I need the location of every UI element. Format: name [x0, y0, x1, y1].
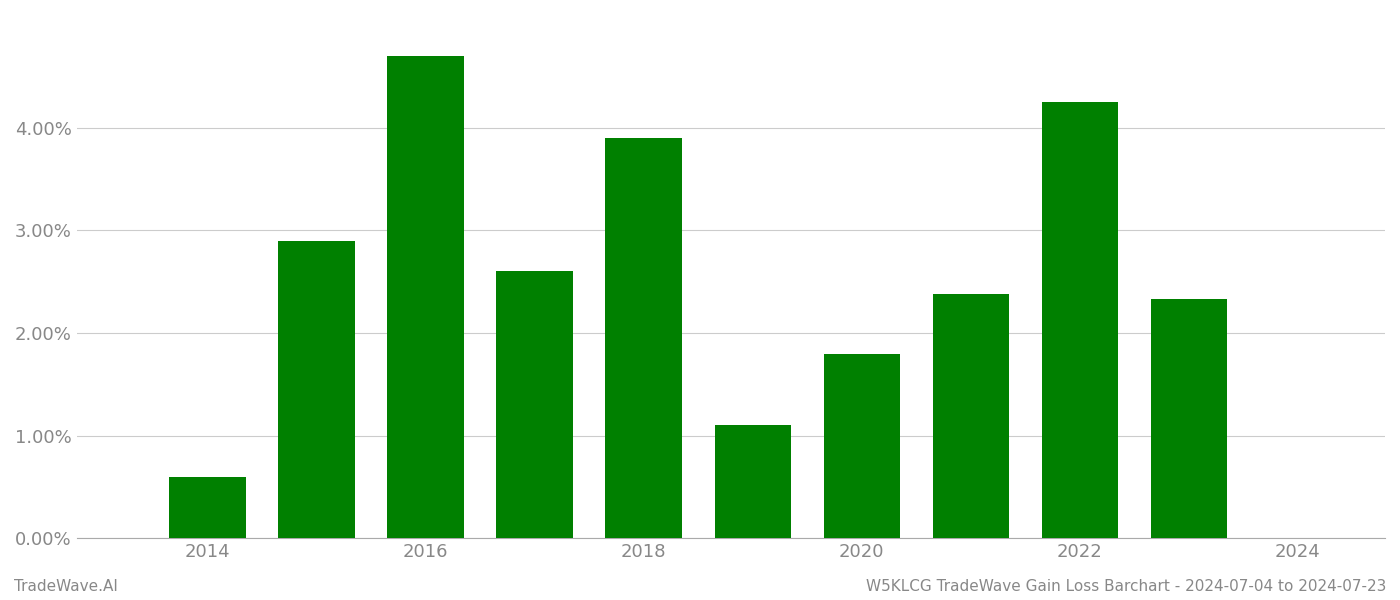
Bar: [823, 353, 900, 538]
Bar: [497, 271, 573, 538]
Text: TradeWave.AI: TradeWave.AI: [14, 579, 118, 594]
Bar: [1042, 102, 1117, 538]
Bar: [388, 56, 463, 538]
Bar: [279, 241, 354, 538]
Bar: [169, 476, 246, 538]
Text: W5KLCG TradeWave Gain Loss Barchart - 2024-07-04 to 2024-07-23: W5KLCG TradeWave Gain Loss Barchart - 20…: [865, 579, 1386, 594]
Bar: [605, 138, 682, 538]
Bar: [714, 425, 791, 538]
Bar: [1151, 299, 1226, 538]
Bar: [932, 294, 1009, 538]
